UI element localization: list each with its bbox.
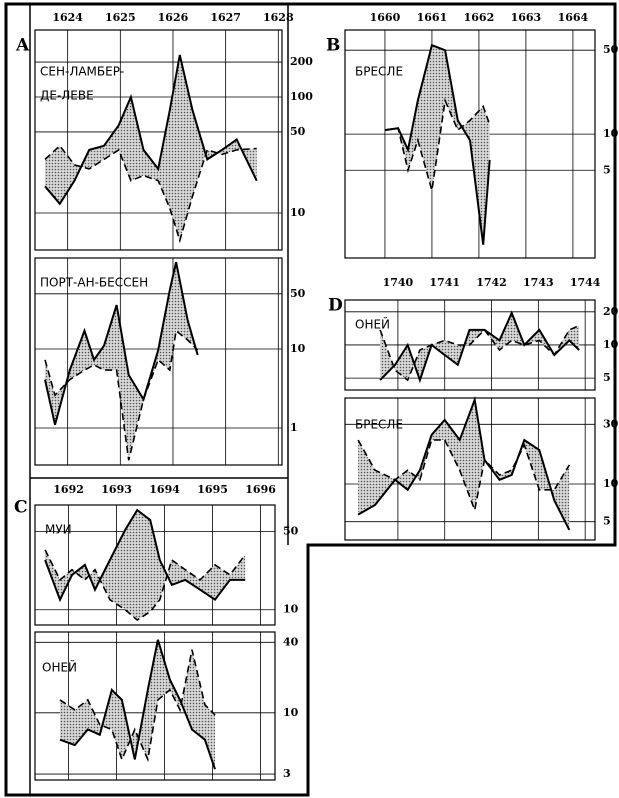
x-tick-label: 1692	[53, 483, 84, 496]
solid-line	[379, 310, 580, 384]
dashed-line	[384, 97, 491, 191]
y-tick-label: 5	[603, 515, 611, 528]
x-tick-label: 1662	[464, 11, 495, 24]
x-tick-label: 1695	[197, 483, 228, 496]
frame	[4, 2, 617, 797]
x-tick-label: 1663	[511, 11, 542, 24]
dashed-line	[44, 549, 246, 621]
dashed-line	[44, 144, 257, 244]
y-tick-label: 40	[283, 635, 299, 648]
solid-line	[44, 261, 199, 425]
panel-title: СЕН-ЛАМБЕР-	[40, 65, 124, 79]
panel-frame	[34, 631, 276, 781]
x-tick-label: 1660	[370, 11, 401, 24]
panel-title: БРЕСЛЕ	[355, 65, 403, 79]
panel-frame	[344, 397, 596, 541]
x-tick-label: 1664	[558, 11, 589, 24]
y-tick-label: 10	[603, 477, 619, 490]
x-tick-label: 1744	[570, 276, 601, 289]
panel-frame	[34, 504, 276, 626]
solid-line	[59, 639, 216, 770]
panel-title: ОНЕЙ	[42, 660, 77, 675]
x-tick-label: 1626	[158, 11, 189, 24]
x-tick-label: 1743	[523, 276, 554, 289]
panel-letter: C	[14, 498, 28, 518]
x-tick-label: 1628	[263, 11, 294, 24]
panel-title: ОНЕЙ	[355, 317, 390, 332]
panel-title: МУИ	[45, 523, 72, 537]
panel-frame	[34, 29, 283, 251]
y-tick-label: 30	[603, 417, 619, 430]
x-tick-label: 1694	[149, 483, 180, 496]
solid-line	[357, 396, 571, 531]
x-tick-label: 1742	[476, 276, 507, 289]
x-tick-label: 1661	[417, 11, 448, 24]
y-tick-label: 10	[290, 342, 306, 355]
shading	[45, 510, 246, 620]
dashed-line	[44, 329, 199, 461]
solid-line	[44, 54, 258, 206]
panel-title: ПОРТ-АН-БЕССЕН	[40, 276, 148, 290]
y-tick-label: 10	[283, 603, 299, 616]
shading	[358, 399, 570, 530]
y-tick-label: 10	[603, 338, 619, 351]
dashed-line	[357, 439, 570, 513]
dashed-line	[379, 324, 580, 382]
y-tick-label: 3	[283, 767, 291, 780]
frame-divider	[29, 4, 289, 795]
y-tick-label: 10	[603, 127, 619, 140]
panel-letter: A	[15, 36, 30, 56]
panel-letter: B	[326, 36, 340, 56]
shading	[45, 262, 198, 461]
y-tick-label: 50	[290, 287, 306, 300]
y-tick-label: 200	[290, 55, 313, 68]
y-tick-label: 10	[290, 206, 306, 219]
y-tick-label: 50	[603, 43, 619, 56]
x-tick-label: 1696	[245, 483, 276, 496]
x-tick-label: 1627	[210, 11, 241, 24]
y-tick-label: 50	[283, 525, 299, 538]
y-tick-label: 10	[283, 706, 299, 719]
y-tick-label: 5	[603, 371, 611, 384]
x-tick-label: 1624	[52, 11, 83, 24]
y-tick-label: 50	[290, 125, 306, 138]
x-tick-label: 1741	[429, 276, 460, 289]
y-tick-label: 5	[603, 163, 611, 176]
panel-frame	[344, 29, 596, 259]
x-tick-label: 1693	[101, 483, 132, 496]
y-tick-label: 1	[290, 421, 298, 434]
panel-title: БРЕСЛЕ	[355, 418, 403, 432]
panel-title: ДЕ-ЛЕВЕ	[40, 89, 94, 103]
panel-frame	[34, 257, 283, 466]
solid-line	[44, 508, 246, 603]
dashed-line	[59, 649, 216, 763]
y-tick-label: 20	[603, 305, 619, 318]
y-tick-label: 100	[290, 90, 313, 103]
solid-line	[384, 43, 491, 245]
x-tick-label: 1625	[105, 11, 136, 24]
panel-letter: D	[328, 296, 343, 316]
x-tick-label: 1740	[383, 276, 414, 289]
shading	[384, 45, 490, 245]
